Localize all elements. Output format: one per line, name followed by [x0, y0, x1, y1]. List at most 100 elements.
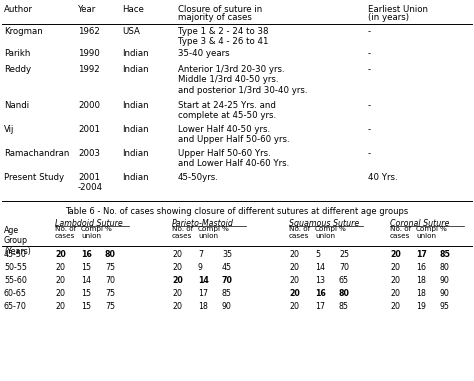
Text: 70: 70: [105, 276, 115, 285]
Text: %: %: [222, 226, 229, 232]
Text: 15: 15: [81, 302, 91, 311]
Text: 45-50yrs.: 45-50yrs.: [178, 173, 219, 182]
Text: majority of cases: majority of cases: [178, 13, 252, 22]
Text: No. of
cases: No. of cases: [390, 226, 411, 239]
Text: 20: 20: [172, 263, 182, 272]
Text: Type 1 & 2 - 24 to 38
Type 3 & 4 - 26 to 41: Type 1 & 2 - 24 to 38 Type 3 & 4 - 26 to…: [178, 27, 268, 46]
Text: 18: 18: [416, 289, 426, 298]
Text: %: %: [105, 226, 112, 232]
Text: 20: 20: [172, 289, 182, 298]
Text: Vij: Vij: [4, 125, 14, 134]
Text: 16: 16: [315, 289, 326, 298]
Text: 50-55: 50-55: [4, 263, 27, 272]
Text: 20: 20: [390, 250, 401, 259]
Text: 17: 17: [416, 250, 427, 259]
Text: USA: USA: [122, 27, 140, 36]
Text: 1992: 1992: [78, 65, 100, 74]
Text: 18: 18: [198, 302, 208, 311]
Text: 1990: 1990: [78, 49, 100, 58]
Text: 20: 20: [289, 276, 299, 285]
Text: 1962: 1962: [78, 27, 100, 36]
Text: Parieto-Mastoid: Parieto-Mastoid: [172, 219, 234, 228]
Text: 75: 75: [105, 302, 115, 311]
Text: 20: 20: [390, 276, 400, 285]
Text: Reddy: Reddy: [4, 65, 31, 74]
Text: No. of
cases: No. of cases: [289, 226, 310, 239]
Text: 17: 17: [198, 289, 208, 298]
Text: 85: 85: [440, 250, 451, 259]
Text: 2001
-2004: 2001 -2004: [78, 173, 103, 192]
Text: 40 Yrs.: 40 Yrs.: [368, 173, 398, 182]
Text: 20: 20: [55, 289, 65, 298]
Text: 2003: 2003: [78, 149, 100, 158]
Text: 95: 95: [440, 302, 450, 311]
Text: 17: 17: [315, 302, 325, 311]
Text: 85: 85: [339, 302, 349, 311]
Text: -: -: [368, 101, 371, 110]
Text: Indian: Indian: [122, 149, 149, 158]
Text: Earliest Union: Earliest Union: [368, 5, 428, 14]
Text: 18: 18: [416, 276, 426, 285]
Text: 65-70: 65-70: [4, 302, 27, 311]
Text: Hace: Hace: [122, 5, 144, 14]
Text: 70: 70: [339, 263, 349, 272]
Text: Table 6 - No. of cases showing closure of different sutures at different age gro: Table 6 - No. of cases showing closure o…: [65, 207, 409, 216]
Text: 20: 20: [172, 276, 183, 285]
Text: 20: 20: [172, 250, 182, 259]
Text: -: -: [368, 125, 371, 134]
Text: %: %: [339, 226, 346, 232]
Text: 20: 20: [289, 302, 299, 311]
Text: Nandi: Nandi: [4, 101, 29, 110]
Text: 16: 16: [416, 263, 426, 272]
Text: 90: 90: [440, 276, 450, 285]
Text: 85: 85: [222, 289, 232, 298]
Text: Author: Author: [4, 5, 33, 14]
Text: 35-40 years: 35-40 years: [178, 49, 229, 58]
Text: 60-65: 60-65: [4, 289, 27, 298]
Text: 20: 20: [172, 302, 182, 311]
Text: No. of
cases: No. of cases: [55, 226, 76, 239]
Text: Compl
union: Compl union: [81, 226, 104, 239]
Text: 15: 15: [81, 289, 91, 298]
Text: 45-50: 45-50: [4, 250, 27, 259]
Text: Coronal Suture: Coronal Suture: [390, 219, 449, 228]
Text: 20: 20: [289, 250, 299, 259]
Text: 70: 70: [222, 276, 233, 285]
Text: Squamous Suture: Squamous Suture: [289, 219, 359, 228]
Text: 20: 20: [55, 302, 65, 311]
Text: 16: 16: [81, 250, 92, 259]
Text: 20: 20: [390, 263, 400, 272]
Text: Indian: Indian: [122, 101, 149, 110]
Text: 80: 80: [440, 263, 450, 272]
Text: Compl
union: Compl union: [198, 226, 221, 239]
Text: 13: 13: [315, 276, 325, 285]
Text: Year: Year: [78, 5, 96, 14]
Text: No. of
cases: No. of cases: [172, 226, 193, 239]
Text: -: -: [368, 27, 371, 36]
Text: -: -: [368, 49, 371, 58]
Text: Anterior 1/3rd 20-30 yrs.
Middle 1/3rd 40-50 yrs.
and posterior 1/3rd 30-40 yrs.: Anterior 1/3rd 20-30 yrs. Middle 1/3rd 4…: [178, 65, 308, 95]
Text: Krogman: Krogman: [4, 27, 43, 36]
Text: Age
Group
(Years): Age Group (Years): [4, 226, 31, 256]
Text: Closure of suture in: Closure of suture in: [178, 5, 262, 14]
Text: 20: 20: [390, 302, 400, 311]
Text: 75: 75: [105, 263, 115, 272]
Text: 14: 14: [81, 276, 91, 285]
Text: Upper Half 50-60 Yrs.
and Lower Half 40-60 Yrs.: Upper Half 50-60 Yrs. and Lower Half 40-…: [178, 149, 289, 168]
Text: Indian: Indian: [122, 65, 149, 74]
Text: Lambdoid Suture: Lambdoid Suture: [55, 219, 123, 228]
Text: 55-60: 55-60: [4, 276, 27, 285]
Text: 5: 5: [315, 250, 320, 259]
Text: Ramachandran: Ramachandran: [4, 149, 69, 158]
Text: 14: 14: [198, 276, 209, 285]
Text: %: %: [440, 226, 447, 232]
Text: 90: 90: [222, 302, 232, 311]
Text: Start at 24-25 Yrs. and
complete at 45-50 yrs.: Start at 24-25 Yrs. and complete at 45-5…: [178, 101, 276, 120]
Text: 45: 45: [222, 263, 232, 272]
Text: 14: 14: [315, 263, 325, 272]
Text: Indian: Indian: [122, 49, 149, 58]
Text: 2001: 2001: [78, 125, 100, 134]
Text: 7: 7: [198, 250, 203, 259]
Text: Parikh: Parikh: [4, 49, 30, 58]
Text: 75: 75: [105, 289, 115, 298]
